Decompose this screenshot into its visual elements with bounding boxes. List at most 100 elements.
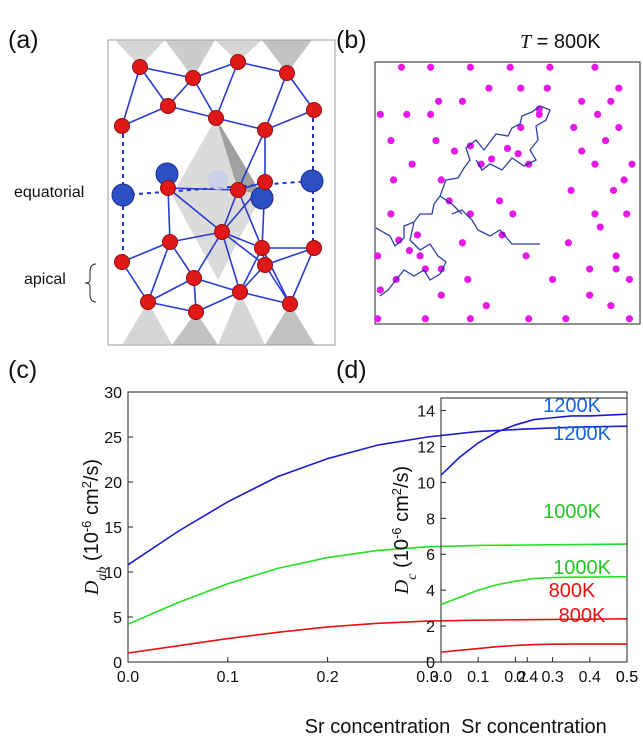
structure-label: apical [24,271,66,288]
crystal-structure [108,40,335,345]
x-axis-label: Sr concentration [461,716,607,738]
oxygen [258,258,273,273]
dopant-point [568,187,575,194]
text-part: ab [95,567,110,581]
trajectory [376,106,550,296]
dopant-point [438,292,445,299]
text-part: cm [81,488,103,520]
oxygen [231,183,246,198]
dopant-point [464,276,471,283]
oxygen [233,285,248,300]
series-line [128,619,627,653]
dopant-point [387,210,394,217]
y-tick-label: 4 [426,583,435,600]
y-axis-label: Dc (10-6 cm2/s) [389,466,420,595]
dopant-point [435,98,442,105]
structure-label: equatorial [14,184,84,201]
dopant-point [602,137,609,144]
oxygen [258,123,273,138]
oxygen [215,225,230,240]
text-part: = 800K [531,31,601,53]
dopant-point [422,315,429,322]
dopant-point [390,176,397,183]
dopant-point [377,286,384,293]
figure: (a) (b) (c) (d) equatorial apical T = 80… [0,0,643,742]
x-tick-label: 0.1 [467,669,489,686]
text-part: /s) [391,466,413,488]
dopant-point [416,252,423,259]
oxygen [186,71,201,86]
cation [112,184,134,206]
text-part: /s) [81,459,103,481]
series-label: 1000K [553,557,611,579]
oxygen [231,55,246,70]
dopant-point [517,85,524,92]
oxygen [187,271,202,286]
dopant-point [525,315,532,322]
dopant-point [414,231,421,238]
dopant-point [591,64,598,71]
y-tick-label: 10 [417,475,435,492]
y-tick-label: 0 [113,655,122,672]
dopant-point [546,64,553,71]
text-part: (10 [81,532,103,566]
dopant-point [623,210,630,217]
text-part: cm [391,495,413,527]
dopant-point [586,265,593,272]
dopant-point [626,315,633,322]
x-tick-label: 0.2 [316,669,338,686]
dopant-point [467,64,474,71]
dopant-point [409,161,416,168]
dopant-point [483,302,490,309]
y-tick-label: 6 [426,547,435,564]
dopant-point [398,64,405,71]
y-tick-label: 0 [426,655,435,672]
series-label: 800K [559,605,606,627]
x-axis-label: Sr concentration [305,716,451,738]
dopant-point [626,276,633,283]
dopant-point [591,161,598,168]
dopant-point [515,150,522,157]
annotation: T = 800K [520,31,601,53]
dopant-point [485,85,492,92]
text-part: D [81,580,103,596]
y-tick-label: 20 [104,475,122,492]
y-tick-label: 2 [426,619,435,636]
oxygen [115,255,130,270]
dopant-point [562,315,569,322]
plot-frame [375,62,640,324]
dopant-point [504,145,511,152]
series-label: 1200K [553,423,611,445]
dopant-point [377,111,384,118]
dopant-point [621,176,628,183]
y-tick-label: 8 [426,511,435,528]
dopant-point [488,155,495,162]
panel-label: (c) [8,356,37,384]
text-part: 2 [389,488,404,495]
panel-label: (d) [336,356,367,384]
x-tick-label: 0.5 [616,669,638,686]
oxygen [255,241,270,256]
panel-label: (b) [336,26,367,54]
dopant-point [591,210,598,217]
y-tick-label: 25 [104,430,122,447]
dopant-point [613,252,620,259]
dopant-point [522,252,529,259]
oxygen [283,297,298,312]
dopant-point [615,85,622,92]
oxygen [209,111,224,126]
oxygen [161,181,176,196]
cation [208,170,228,190]
oxygen [307,103,322,118]
panel-label: (a) [8,26,39,54]
dopant-point [427,64,434,71]
dopant-point [432,137,439,144]
text-part: -6 [389,527,404,539]
y-tick-label: 30 [104,385,122,402]
x-tick-label: 0.2 [504,669,526,686]
dopant-point [374,252,381,259]
dopant-point [578,98,585,105]
oxygen [258,175,273,190]
dopant-point [459,98,466,105]
text-part: D [391,579,413,595]
